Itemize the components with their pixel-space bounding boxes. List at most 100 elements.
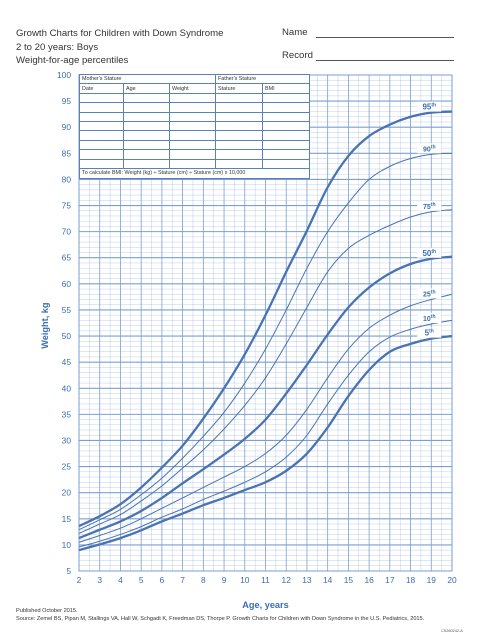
name-line [316, 37, 454, 38]
y-tick-label: 25 [62, 462, 72, 472]
percentile-90-line [78, 152, 453, 531]
percentile-75-suffix: th [431, 202, 436, 208]
x-tick-label: 6 [160, 575, 165, 585]
chart-subtitle-percentiles: Weight-for-age percentiles [16, 55, 129, 66]
y-tick-label: 75 [62, 201, 72, 211]
percentile-90-label: 90th [423, 144, 436, 153]
percentile-25-line [78, 293, 453, 543]
y-tick-label: 5 [66, 566, 71, 576]
x-tick-label: 13 [302, 575, 312, 585]
y-tick-label: 15 [62, 514, 72, 524]
chart-header: Growth Charts for Children with Down Syn… [16, 27, 223, 68]
percentile-75-number: 75 [423, 204, 431, 211]
x-tick-label: 14 [323, 575, 333, 585]
y-tick-label: 30 [62, 435, 72, 445]
percentile-10-suffix: th [431, 314, 436, 320]
name-label: Name [282, 27, 308, 38]
x-tick-label: 2 [77, 575, 82, 585]
record-field[interactable]: Record [282, 50, 454, 61]
percentile-75-label-bg [417, 200, 442, 211]
percentile-95-line [78, 110, 453, 528]
record-line [316, 60, 454, 61]
table-row [79, 158, 310, 169]
x-tick-label: 4 [118, 575, 123, 585]
percentile-50-number: 50 [422, 249, 431, 258]
bmi-formula: To calculate BMI: Weight (kg) ÷ Stature … [79, 167, 310, 179]
y-axis-title: Weight, kg [40, 302, 50, 348]
table-row [79, 111, 310, 122]
chart-footer: Published October 2015. Source: Zemel BS… [16, 608, 424, 623]
x-tick-label: 3 [97, 575, 102, 585]
table-header-date: Date [79, 83, 124, 94]
x-axis-title: Age, years [242, 600, 288, 610]
y-tick-label: 10 [62, 540, 72, 550]
percentile-5-label: 5th [425, 329, 434, 338]
x-tick-label: 9 [222, 575, 227, 585]
y-tick-label: 100 [57, 70, 71, 80]
table-row [79, 92, 310, 104]
percentile-10-line [78, 319, 453, 548]
measurement-table: Mother's Stature Father's Stature Date A… [79, 73, 310, 179]
y-tick-label: 90 [62, 122, 72, 132]
percentile-10-label: 10th [423, 314, 436, 323]
mother-stature-cell[interactable]: Mother's Stature [79, 73, 216, 85]
table-row [79, 120, 310, 132]
y-tick-label: 40 [62, 383, 72, 393]
percentile-50-suffix: th [431, 249, 436, 255]
x-tick-label: 7 [180, 575, 185, 585]
table-row [79, 130, 310, 141]
x-tick-label: 15 [344, 575, 354, 585]
table-row [79, 139, 310, 151]
table-header-stature: Stature [215, 83, 263, 94]
x-tick-label: 10 [240, 575, 250, 585]
percentile-75-line [78, 209, 453, 534]
source-note: Source: Zemel BS, Pipan M, Stallings VA,… [16, 615, 425, 622]
percentile-95-suffix: th [431, 103, 436, 109]
percentile-25-number: 25 [423, 292, 431, 299]
percentile-25-suffix: th [431, 290, 436, 296]
percentile-50-label: 50th [422, 249, 436, 258]
y-tick-label: 85 [62, 148, 72, 158]
percentile-5-line [78, 334, 453, 552]
x-tick-label: 17 [385, 575, 395, 585]
x-tick-label: 20 [447, 575, 457, 585]
percentile-10-number: 10 [423, 316, 431, 323]
percentile-95-label: 95th [422, 103, 436, 112]
chart-title: Growth Charts for Children with Down Syn… [16, 28, 224, 39]
table-header-age: Age [123, 83, 170, 94]
table-header-bmi: BMI [262, 83, 310, 94]
published-note: Published October 2015. [16, 608, 78, 614]
chart-labels: 5101520253035404550556065707580859095100… [40, 70, 457, 610]
percentile-25-label: 25th [423, 290, 436, 299]
x-tick-label: 18 [406, 575, 416, 585]
percentile-25-label-bg [417, 288, 442, 299]
x-tick-label: 19 [427, 575, 437, 585]
x-tick-label: 8 [201, 575, 206, 585]
percentile-5-number: 5 [425, 329, 430, 338]
y-tick-label: 45 [62, 357, 72, 367]
percentile-95-number: 95 [422, 103, 431, 112]
table-row [79, 102, 310, 113]
name-field[interactable]: Name [282, 27, 454, 38]
percentile-95-label-bg [417, 101, 442, 112]
y-tick-label: 95 [62, 96, 72, 106]
percentile-90-label-bg [417, 143, 442, 154]
y-tick-label: 20 [62, 488, 72, 498]
percentile-curves [78, 110, 453, 552]
y-tick-label: 65 [62, 253, 72, 263]
y-tick-label: 50 [62, 331, 72, 341]
percentile-75-label: 75th [423, 202, 436, 211]
x-tick-label: 11 [261, 575, 270, 585]
percentile-90-number: 90 [423, 146, 431, 153]
x-tick-label: 5 [139, 575, 144, 585]
y-tick-label: 60 [62, 279, 72, 289]
chart-subtitle-age: 2 to 20 years: Boys [16, 41, 99, 53]
table-header-weight: Weight [169, 83, 216, 94]
percentile-50-label-bg [417, 247, 442, 258]
x-tick-label: 16 [364, 575, 374, 585]
percentile-10-label-bg [417, 313, 442, 324]
y-tick-label: 55 [62, 305, 72, 315]
percentile-5-suffix: th [429, 329, 434, 335]
father-stature-cell[interactable]: Father's Stature [215, 73, 310, 85]
